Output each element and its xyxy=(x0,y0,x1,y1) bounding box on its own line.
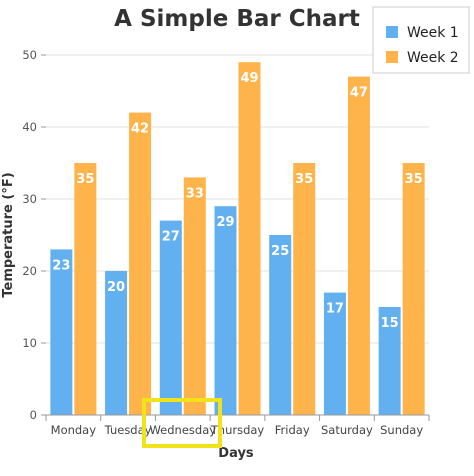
data-label: 23 xyxy=(52,258,70,273)
bar-week-2 xyxy=(129,112,152,415)
y-tick-label: 30 xyxy=(22,192,37,206)
x-tick-label: Sunday xyxy=(380,423,423,437)
bar-week-2 xyxy=(74,163,97,415)
bar-week-2 xyxy=(183,177,206,415)
data-label: 20 xyxy=(107,280,125,295)
bars: 23 35 20 42 27 33 29 49 25 35 17 47 15 35 xyxy=(50,62,425,415)
legend[interactable]: Week 1 Week 2 xyxy=(372,6,470,74)
bar-week-2 xyxy=(293,163,316,415)
y-tick-label: 20 xyxy=(22,264,37,278)
y-tick-label: 50 xyxy=(22,48,37,62)
data-label: 25 xyxy=(271,244,289,259)
bar-week-1 xyxy=(50,249,73,415)
y-axis-ticks: 0 10 20 30 40 50 xyxy=(22,48,46,422)
data-label: 33 xyxy=(186,186,204,201)
legend-entry: Week 1 xyxy=(407,25,459,41)
data-label: 27 xyxy=(162,230,180,245)
x-tick-label: Wednesday xyxy=(149,423,216,437)
bar-week-2 xyxy=(238,62,261,415)
data-label: 15 xyxy=(381,316,399,331)
x-tick-label: Friday xyxy=(275,423,310,437)
legend-swatch xyxy=(386,51,398,63)
data-label: 47 xyxy=(350,86,368,101)
bar-week-2 xyxy=(402,163,425,415)
data-label: 29 xyxy=(216,215,234,230)
y-axis-label: Temperature (°F) xyxy=(1,172,16,297)
data-label: 42 xyxy=(131,122,149,137)
chart-title: A Simple Bar Chart xyxy=(114,6,360,32)
bar-week-2 xyxy=(347,76,370,415)
data-label: 35 xyxy=(76,172,94,187)
bar-week-1 xyxy=(214,206,237,415)
bar-week-1 xyxy=(269,235,292,415)
legend-swatch xyxy=(386,26,398,38)
x-tick-label: Thursday xyxy=(210,423,265,437)
data-label: 35 xyxy=(295,172,313,187)
y-tick-label: 10 xyxy=(22,336,37,350)
y-tick-label: 0 xyxy=(30,408,37,422)
bar-week-1 xyxy=(378,307,401,415)
data-label: 35 xyxy=(405,172,423,187)
data-label: 17 xyxy=(326,302,344,317)
bar-week-1 xyxy=(105,271,128,415)
highlight-box xyxy=(142,398,222,448)
y-tick-label: 40 xyxy=(22,120,37,134)
x-tick-label: Saturday xyxy=(321,423,373,437)
x-tick-label: Monday xyxy=(51,423,97,437)
bar-week-1 xyxy=(323,292,346,415)
x-tick-label: Tuesday xyxy=(104,423,152,437)
legend-entry: Week 2 xyxy=(407,50,459,66)
gridlines xyxy=(46,54,429,344)
data-label: 49 xyxy=(240,71,258,86)
x-axis-label: Days xyxy=(218,446,254,461)
bar-week-1 xyxy=(159,220,182,415)
